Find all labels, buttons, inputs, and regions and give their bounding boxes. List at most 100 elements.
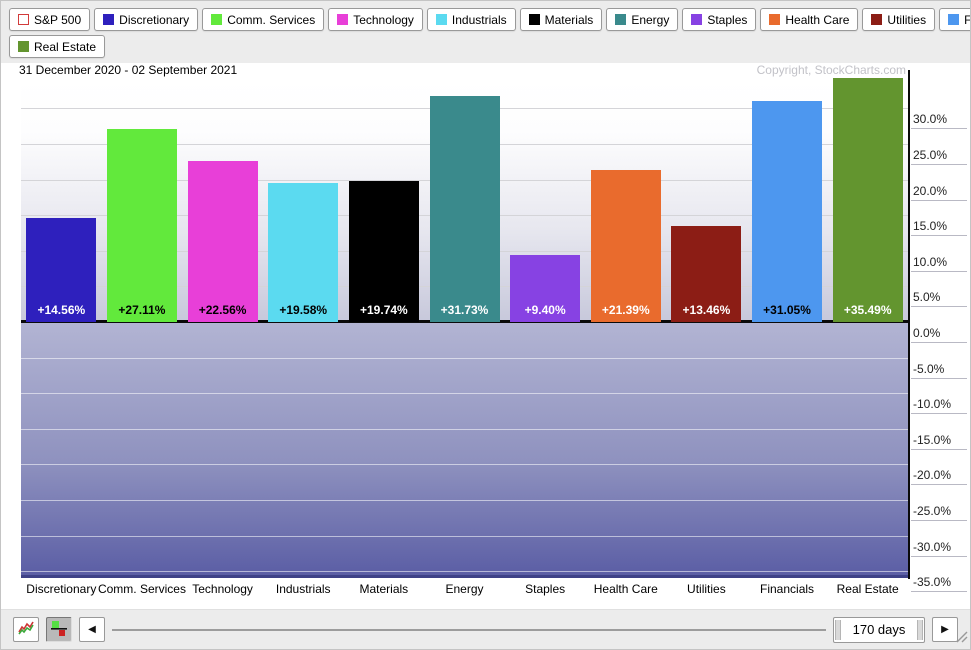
y-tick-label: 15.0%	[911, 218, 967, 237]
legend-swatch-staples-icon	[691, 14, 703, 25]
y-tick-label: -35.0%	[911, 574, 967, 593]
bar-value-label: +27.11%	[118, 302, 166, 317]
slider-grip-right-icon	[917, 619, 923, 640]
legend-row-2: Real Estate	[9, 35, 962, 58]
bar-industrials[interactable]: +19.58%	[268, 182, 339, 322]
x-tick-label: Industrials	[275, 582, 331, 596]
bar-financials[interactable]: +31.05%	[752, 100, 823, 322]
range-label: 170 days	[852, 622, 906, 637]
gridline	[21, 464, 908, 466]
bar-comm-services[interactable]: +27.11%	[106, 128, 177, 322]
line-mode-button[interactable]	[13, 617, 39, 642]
range-slider-handle[interactable]: 170 days	[833, 616, 925, 643]
legend-item-label: Staples	[707, 12, 748, 27]
legend-swatch-materials-icon	[528, 14, 540, 25]
x-tick-label: Health Care	[593, 582, 658, 596]
legend-item-technology[interactable]: Technology	[328, 8, 423, 31]
bar-staples[interactable]: +9.40%	[510, 255, 581, 322]
bar-materials[interactable]: +19.74%	[348, 181, 419, 322]
legend-swatch-real-estate-icon	[18, 41, 29, 52]
legend-item-label: Financials	[964, 12, 971, 27]
y-axis-line	[908, 70, 910, 579]
bar-value-label: +19.58%	[279, 302, 328, 317]
gridline	[21, 535, 908, 537]
legend-swatch-discretionary-icon	[103, 14, 115, 25]
legend-item-label: S&P 500	[34, 12, 82, 27]
bar-discretionary[interactable]: +14.56%	[26, 218, 97, 322]
y-tick-label: 20.0%	[911, 183, 967, 201]
legend-item-label: Real Estate	[34, 39, 97, 54]
legend-item-health-care[interactable]: Health Care	[760, 8, 859, 31]
x-tick-label: Utilities	[687, 582, 726, 596]
bar-energy[interactable]: +31.73%	[429, 96, 500, 322]
legend-swatch-health-care-icon	[769, 14, 781, 25]
legend-item-comm-services[interactable]: Comm. Services	[202, 8, 325, 31]
y-tick-label: -20.0%	[911, 467, 967, 486]
legend-item-label: Technology	[353, 12, 414, 27]
gridline	[21, 571, 908, 573]
legend-item-utilities[interactable]: Utilities	[862, 8, 936, 31]
slider-grip-left-icon	[835, 619, 841, 640]
y-tick-label: 10.0%	[911, 254, 967, 272]
gridline	[21, 500, 908, 501]
chart-section: 31 December 2020 - 02 September 2021 Cop…	[1, 63, 970, 609]
legend-item-discretionary[interactable]: Discretionary	[94, 8, 199, 31]
legend-row-1: S&P 500 Discretionary Comm. Services Techno…	[9, 8, 970, 31]
y-tick-label: 0.0%	[911, 325, 967, 343]
bar-real-estate[interactable]: +35.49%	[832, 78, 903, 322]
bar-value-label: +19.74%	[360, 302, 408, 317]
bar-value-label: +31.73%	[440, 302, 489, 317]
legend-item-energy[interactable]: Energy	[606, 8, 679, 31]
x-tick-label: Real Estate	[836, 582, 899, 596]
bar-technology[interactable]: +22.56%	[187, 161, 258, 322]
legend-item-real-estate[interactable]: Real Estate	[9, 35, 106, 58]
slider-track[interactable]	[112, 628, 826, 631]
y-tick-label: -10.0%	[911, 396, 967, 415]
legend-swatch-s-p-500-icon	[18, 14, 29, 25]
x-tick-label: Staples	[525, 582, 566, 596]
legend-item-financials[interactable]: Financials	[939, 8, 971, 31]
legend-swatch-industrials-icon	[435, 14, 447, 25]
resize-grip-icon[interactable]	[954, 629, 968, 648]
legend-item-materials[interactable]: Materials	[519, 8, 603, 31]
legend-item-staples[interactable]: Staples	[682, 8, 757, 31]
bottom-toolbar: ◀ 170 days ▶	[1, 609, 970, 649]
legend-item-label: Energy	[631, 12, 670, 27]
legend-item-s-p-500[interactable]: S&P 500	[9, 8, 91, 31]
legend-swatch-comm-services-icon	[211, 14, 223, 25]
y-tick-label: 25.0%	[911, 147, 967, 165]
bar-value-label: +35.49%	[843, 303, 892, 317]
legend-item-label: Health Care	[785, 12, 850, 27]
x-tick-label: Financials	[760, 582, 815, 596]
right-arrow-icon: ▶	[941, 623, 949, 635]
histogram-mode-button[interactable]	[46, 617, 72, 642]
legend-item-label: Industrials	[451, 12, 507, 27]
bar-value-label: +22.56%	[198, 302, 247, 317]
gridline	[21, 357, 908, 359]
bar-utilities[interactable]: +13.46%	[671, 226, 742, 322]
y-tick-label: -5.0%	[911, 361, 967, 379]
left-arrow-icon: ◀	[88, 623, 96, 635]
bar-value-label: +14.56%	[37, 302, 86, 317]
negative-region	[21, 322, 908, 578]
legend-swatch-energy-icon	[615, 14, 627, 25]
bar-value-label: +21.39%	[601, 302, 650, 317]
y-tick-label: 30.0%	[911, 111, 967, 130]
line-chart-icon	[17, 620, 35, 639]
x-tick-label: Energy	[445, 582, 484, 596]
legend-bar: S&P 500 Discretionary Comm. Services Techno…	[1, 1, 970, 63]
y-tick-label: -15.0%	[911, 432, 967, 450]
legend-item-label: Discretionary	[119, 12, 190, 27]
gridline	[21, 428, 908, 430]
legend-item-label: Utilities	[887, 12, 927, 27]
scroll-left-button[interactable]: ◀	[79, 617, 105, 642]
legend-item-label: Materials	[544, 12, 594, 27]
legend-item-industrials[interactable]: Industrials	[426, 8, 516, 31]
scroll-right-button[interactable]: ▶	[932, 617, 958, 642]
x-tick-label: Discretionary	[26, 582, 97, 596]
legend-swatch-technology-icon	[337, 14, 349, 25]
bar-health-care[interactable]: +21.39%	[590, 169, 661, 322]
bar-value-label: +13.46%	[682, 302, 731, 317]
gridline	[21, 393, 908, 395]
